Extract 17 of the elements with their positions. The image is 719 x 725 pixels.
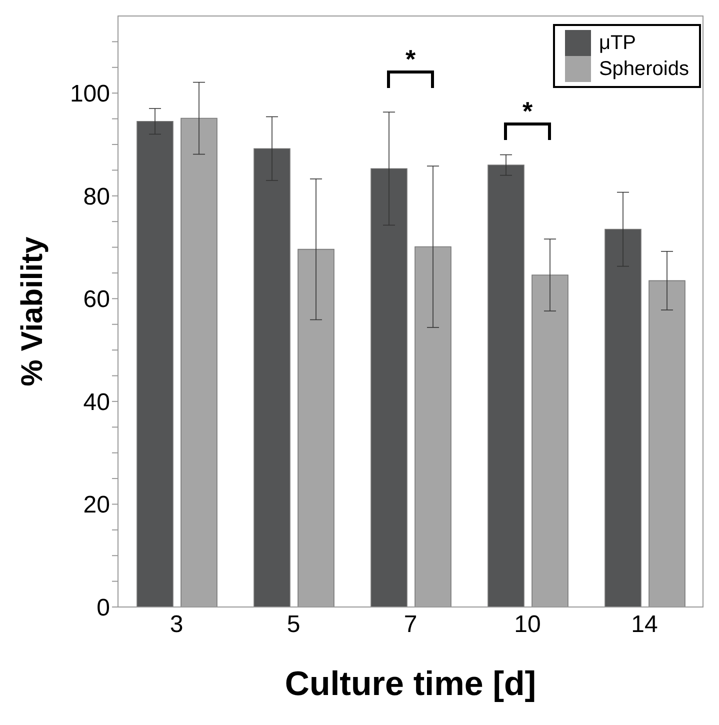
y-tick-label: 80 — [83, 183, 110, 210]
x-axis-title: Culture time [d] — [284, 665, 536, 703]
annotation: * — [522, 96, 534, 126]
legend-label: Spheroids — [598, 57, 689, 82]
x-tick-label: 14 — [631, 611, 658, 638]
y-tick-label: 0 — [96, 594, 110, 622]
y-tick-label: 20 — [83, 492, 110, 519]
annotation: * — [405, 44, 416, 74]
y-axis-title: % Viability — [16, 236, 49, 386]
x-tick-label: 5 — [286, 611, 300, 638]
y-tick-label: 40 — [83, 388, 110, 416]
y-tick-label: 60 — [83, 286, 110, 314]
x-tick-label: 7 — [404, 611, 418, 638]
y-tick-label: 100 — [70, 80, 110, 108]
x-tick-label: 3 — [170, 611, 184, 638]
legend-label: μTP — [598, 31, 636, 56]
x-tick-label: 10 — [514, 611, 541, 638]
